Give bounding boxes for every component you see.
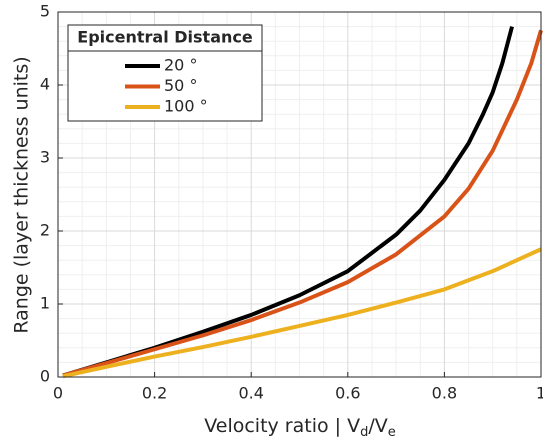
series-line — [62, 26, 514, 378]
x-label-sub: d — [360, 425, 368, 440]
legend-label: 50 ° — [164, 76, 197, 95]
x-label-part: /V — [368, 415, 387, 437]
legend-title: Epicentral Distance — [77, 28, 253, 47]
y-tick-label: 3 — [40, 148, 50, 167]
x-tick-label: 0.2 — [142, 384, 167, 403]
series-line — [62, 29, 543, 378]
series-line — [62, 247, 542, 379]
y-tick-label: 2 — [40, 221, 50, 240]
y-tick-label: 5 — [40, 2, 50, 21]
legend-box — [67, 24, 263, 122]
axes-box — [57, 11, 542, 378]
x-axis-label: Velocity ratio | Vd/Ve — [204, 415, 396, 440]
x-tick-label: 0.6 — [335, 384, 360, 403]
legend-label: 20 ° — [164, 56, 197, 75]
x-label-sub: e — [388, 425, 396, 440]
legend: Epicentral Distance 20 °50 ° 100 ° — [67, 24, 263, 122]
y-tick-label: 4 — [40, 75, 50, 94]
y-tick-label: 1 — [40, 294, 50, 313]
x-tick-label: 1 — [536, 384, 543, 403]
x-tick-label: 0 — [53, 384, 63, 403]
data-layer — [62, 26, 543, 379]
y-tick-label: 0 — [40, 367, 50, 386]
y-axis-label: Range (layer thickness units) — [11, 56, 33, 333]
x-tick-label: 0.8 — [432, 384, 457, 403]
x-tick-label: 0.4 — [238, 384, 263, 403]
x-label-part: Velocity ratio | V — [204, 415, 360, 437]
legend-label: 100 ° — [164, 97, 208, 116]
